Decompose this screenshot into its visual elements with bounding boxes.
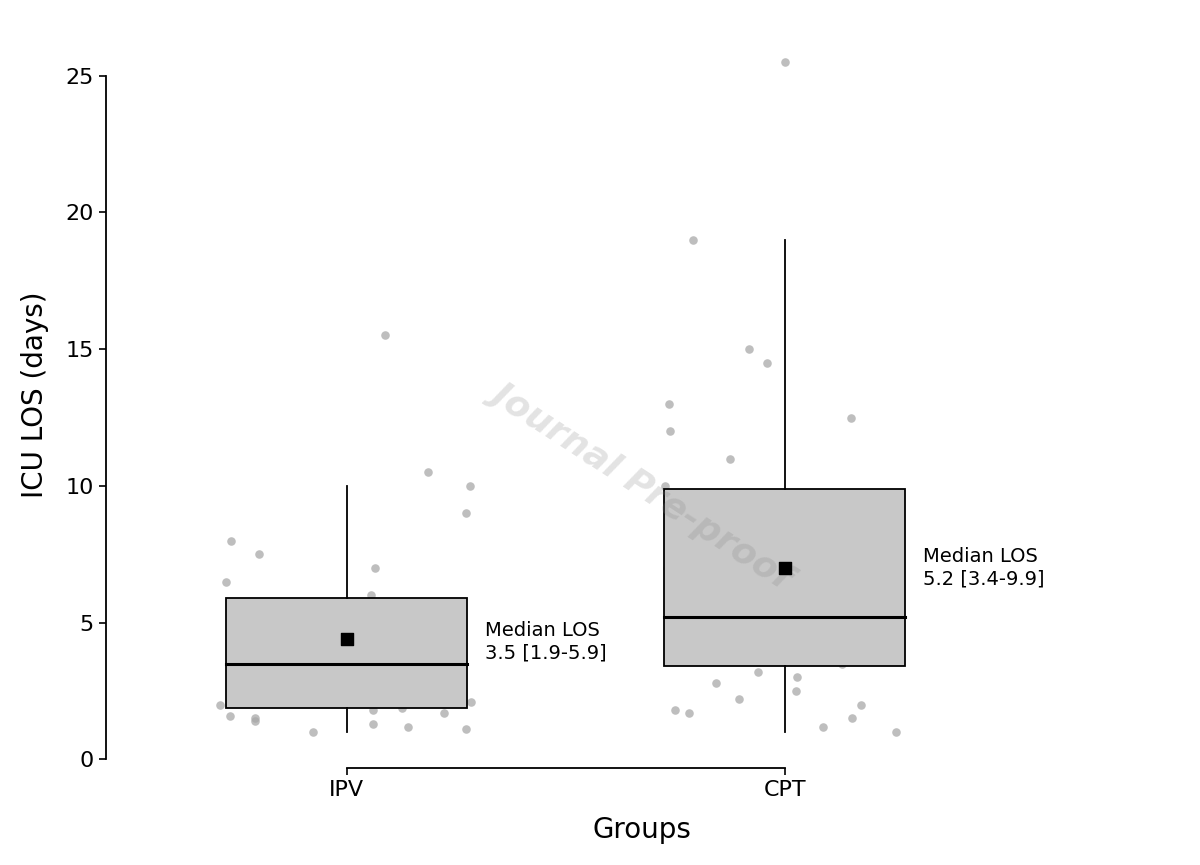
Point — [210, 698, 229, 712]
Point — [689, 506, 708, 520]
Point — [258, 616, 277, 630]
Text: Median LOS
5.2 [3.4-9.9]: Median LOS 5.2 [3.4-9.9] — [923, 548, 1044, 588]
Point — [325, 630, 344, 644]
Bar — [226, 598, 467, 708]
Point — [721, 616, 740, 630]
Point — [282, 644, 301, 657]
Text: Median LOS
3.5 [1.9-5.9]: Median LOS 3.5 [1.9-5.9] — [485, 621, 606, 663]
Point — [220, 708, 239, 722]
Point — [775, 55, 794, 69]
Point — [660, 397, 679, 411]
Point — [250, 548, 269, 561]
Point — [304, 725, 323, 739]
Point — [341, 602, 360, 616]
Point — [730, 692, 749, 706]
Point — [282, 665, 301, 679]
Point — [217, 574, 236, 588]
Point — [739, 343, 758, 356]
Point — [456, 722, 475, 736]
Point — [829, 588, 848, 602]
Point — [246, 714, 265, 728]
Point — [366, 561, 385, 575]
Point — [461, 479, 480, 493]
Point — [707, 676, 726, 689]
Point — [337, 632, 356, 646]
Point — [260, 687, 280, 701]
Point — [757, 356, 776, 369]
Point — [241, 651, 260, 665]
Point — [301, 638, 320, 651]
Point — [434, 706, 454, 720]
Point — [253, 682, 272, 695]
Point — [655, 479, 674, 493]
Point — [419, 465, 438, 479]
Point — [456, 506, 475, 520]
Point — [367, 657, 386, 670]
Point — [799, 630, 818, 644]
Point — [842, 712, 862, 726]
Point — [787, 670, 806, 684]
Point — [286, 679, 305, 693]
Text: Journal Pre-proof: Journal Pre-proof — [487, 375, 798, 593]
Point — [864, 644, 883, 657]
Point — [775, 561, 794, 575]
Point — [413, 621, 432, 635]
Point — [246, 712, 265, 726]
Point — [720, 452, 739, 465]
Point — [666, 703, 685, 717]
Point — [364, 717, 383, 731]
Point — [749, 665, 768, 679]
Point — [462, 695, 481, 709]
Point — [683, 233, 702, 247]
Point — [762, 534, 781, 548]
Point — [361, 588, 380, 602]
Point — [398, 720, 418, 734]
Point — [812, 720, 832, 734]
Point — [253, 684, 272, 698]
Y-axis label: ICU LOS (days): ICU LOS (days) — [20, 291, 49, 497]
Point — [364, 703, 383, 717]
Point — [658, 561, 677, 575]
Point — [841, 548, 860, 561]
Point — [679, 706, 698, 720]
X-axis label: Groups: Groups — [593, 817, 692, 844]
Point — [319, 670, 338, 684]
Point — [343, 676, 362, 689]
Point — [222, 534, 241, 548]
Point — [755, 574, 774, 588]
Point — [887, 725, 906, 739]
Point — [718, 602, 737, 616]
Point — [392, 701, 412, 714]
Point — [852, 698, 871, 712]
Point — [842, 411, 862, 425]
Point — [833, 657, 852, 670]
Point — [660, 424, 679, 438]
Point — [425, 692, 444, 706]
Point — [376, 329, 395, 343]
Point — [786, 684, 805, 698]
Bar — [665, 489, 905, 666]
